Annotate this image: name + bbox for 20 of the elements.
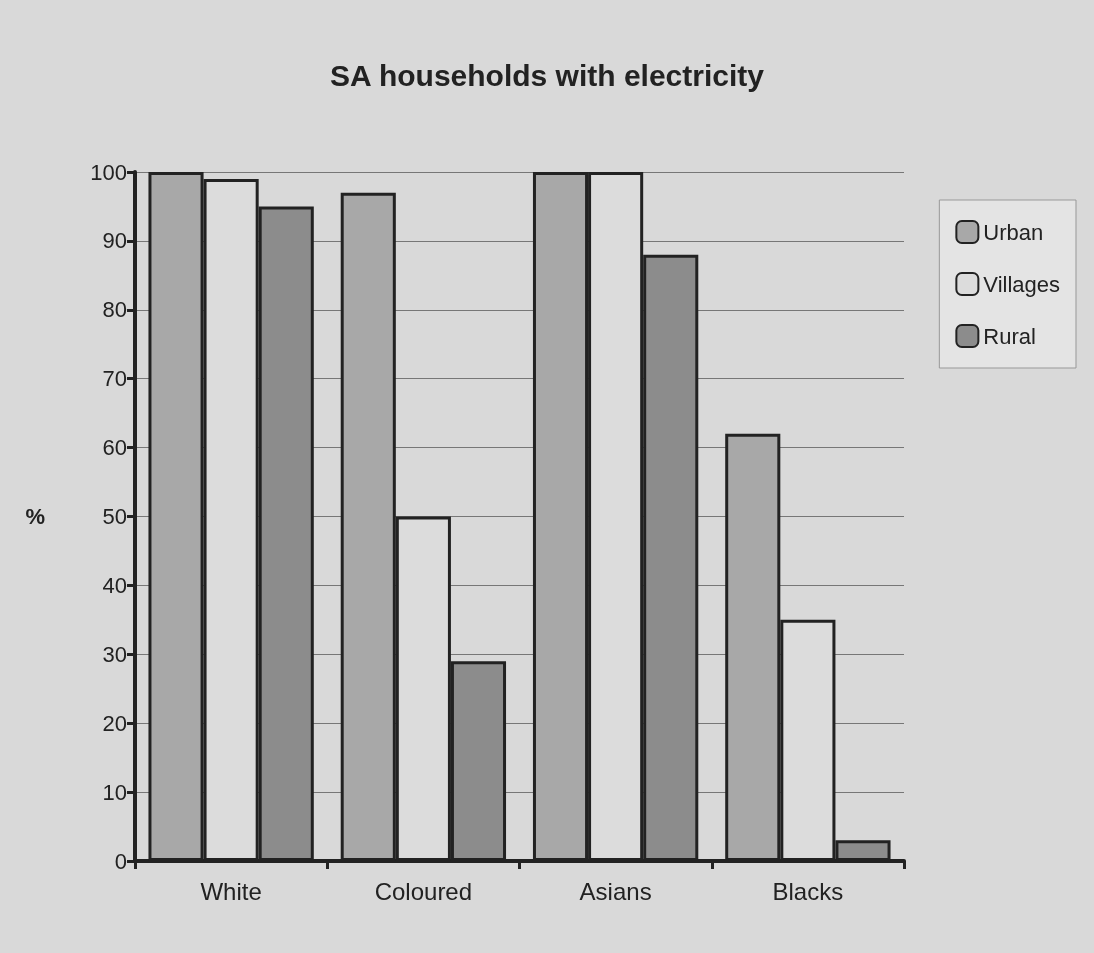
legend-label: Rural	[983, 323, 1036, 349]
y-tick-label: 60	[102, 435, 127, 461]
y-tick-label: 10	[102, 779, 127, 805]
y-tick-label: 20	[102, 710, 127, 736]
x-tick-label: Asians	[579, 877, 652, 905]
y-tick-label: 80	[102, 297, 127, 323]
y-tick-label: 50	[102, 504, 127, 529]
y-tick-label: 100	[90, 159, 127, 185]
y-tick-label: 90	[102, 228, 127, 254]
x-tick-label: Blacks	[772, 877, 844, 905]
chart-title: SA households with electricity	[330, 58, 765, 92]
x-tick-label: White	[200, 877, 262, 905]
x-tick-label: Coloured	[374, 877, 473, 905]
y-tick-label: 30	[102, 641, 127, 667]
y-axis-title: %	[25, 504, 45, 529]
y-tick-label: 0	[114, 848, 127, 874]
legend-label: Villages	[983, 271, 1061, 297]
y-tick-label: 70	[102, 366, 127, 392]
legend-label: Urban	[983, 219, 1044, 245]
y-tick-label: 40	[102, 572, 127, 598]
